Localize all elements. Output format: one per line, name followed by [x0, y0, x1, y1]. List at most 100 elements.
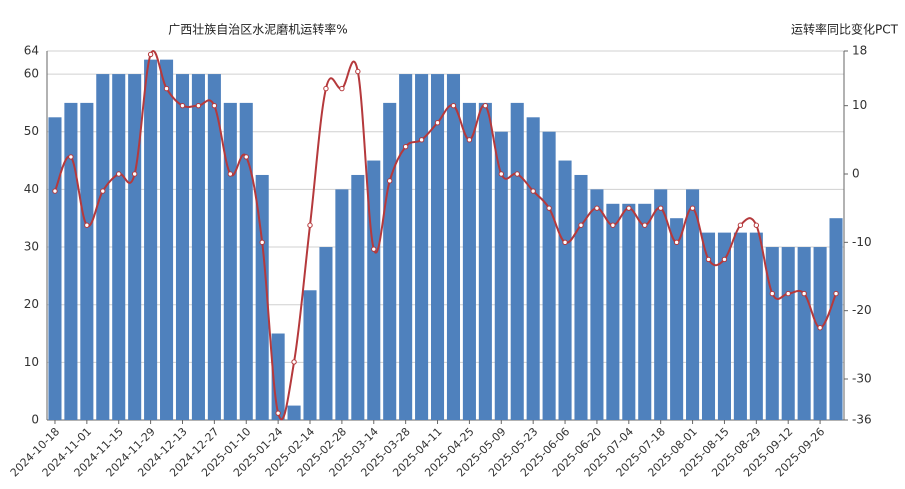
line-point — [705, 256, 712, 263]
line-point — [801, 290, 807, 297]
bar — [80, 102, 94, 420]
line-point — [769, 290, 775, 297]
line-point — [626, 205, 632, 211]
line-point — [817, 325, 823, 331]
bar — [462, 102, 476, 420]
bar — [701, 232, 716, 420]
bar — [638, 203, 652, 420]
y-tick-label: 60 — [24, 67, 39, 81]
bar — [558, 160, 572, 420]
line-point — [482, 102, 489, 109]
line-point — [594, 205, 600, 211]
line-point — [355, 68, 361, 75]
line-point — [179, 102, 186, 109]
bar — [478, 102, 492, 420]
line-point — [546, 205, 552, 211]
line-point — [131, 171, 138, 177]
line-point — [227, 171, 234, 177]
line-point — [116, 171, 122, 177]
y-tick-label: 0 — [31, 413, 39, 427]
line-point — [307, 222, 313, 228]
line-point — [498, 171, 504, 177]
bar — [686, 189, 700, 420]
bar — [717, 232, 731, 420]
bar — [526, 117, 540, 420]
bar — [351, 174, 365, 420]
bar — [383, 102, 397, 420]
y2-tick-label: -36 — [852, 413, 872, 427]
bar — [207, 74, 221, 420]
bar — [64, 102, 78, 420]
bar — [303, 290, 317, 420]
line-point — [323, 85, 329, 92]
line-point — [737, 222, 744, 228]
line-point — [371, 246, 377, 252]
y-tick-label: 64 — [24, 44, 39, 58]
bar — [175, 74, 190, 420]
y-tick-label: 10 — [24, 355, 39, 369]
line-point — [578, 222, 584, 228]
line-point — [450, 102, 457, 109]
bar — [829, 218, 843, 420]
line-point — [100, 188, 106, 194]
line-point — [562, 239, 568, 246]
y-tick-label: 50 — [24, 124, 39, 138]
bar — [128, 74, 142, 420]
line-point — [275, 410, 281, 416]
bar — [749, 232, 763, 420]
bar — [510, 102, 524, 420]
bar — [542, 131, 556, 420]
bar — [255, 174, 269, 420]
y2-tick-label: 0 — [852, 167, 860, 181]
y2-tick-label: -30 — [852, 372, 872, 386]
line-point — [610, 222, 616, 228]
line-point — [418, 137, 425, 143]
line-point — [530, 188, 536, 194]
line-point — [642, 222, 648, 228]
bar — [430, 74, 445, 420]
line-point — [243, 154, 249, 160]
line-point — [514, 171, 520, 177]
y2-tick-label: -10 — [852, 235, 872, 249]
line-point — [52, 188, 58, 194]
bar — [733, 232, 747, 420]
y2-tick-label: 18 — [852, 44, 867, 58]
line-point — [466, 137, 473, 143]
bar — [160, 59, 174, 420]
y2-tick-label: -20 — [852, 303, 872, 317]
bar — [670, 218, 684, 420]
line-point — [657, 205, 664, 211]
line-point — [689, 205, 696, 211]
y2-axis-title: 运转率同比变化PCT — [791, 22, 899, 37]
line-point — [434, 120, 441, 126]
y2-tick-label: 10 — [852, 98, 867, 112]
bar — [590, 189, 604, 420]
bar — [399, 74, 413, 420]
line-point — [259, 239, 265, 246]
bar — [765, 247, 779, 420]
bar — [223, 102, 237, 420]
bar — [622, 203, 636, 420]
bar — [797, 247, 811, 420]
line-point — [673, 239, 680, 246]
line-point — [753, 222, 760, 228]
line-point — [163, 85, 170, 92]
bar — [191, 74, 205, 420]
bar — [319, 247, 333, 420]
line-point — [147, 51, 154, 58]
bar — [494, 131, 508, 420]
bar — [606, 203, 620, 420]
chart-title: 广西壮族自治区水泥磨机运转率% — [168, 22, 347, 37]
line-point — [211, 102, 218, 109]
line-point — [402, 143, 409, 150]
bar — [781, 247, 795, 420]
line-point — [291, 359, 297, 365]
y-tick-label: 20 — [24, 297, 39, 311]
line-point — [84, 222, 90, 228]
y-tick-label: 40 — [24, 182, 39, 196]
line-point — [68, 154, 74, 160]
bar — [654, 189, 668, 420]
bar — [335, 189, 349, 420]
bar — [48, 117, 62, 420]
